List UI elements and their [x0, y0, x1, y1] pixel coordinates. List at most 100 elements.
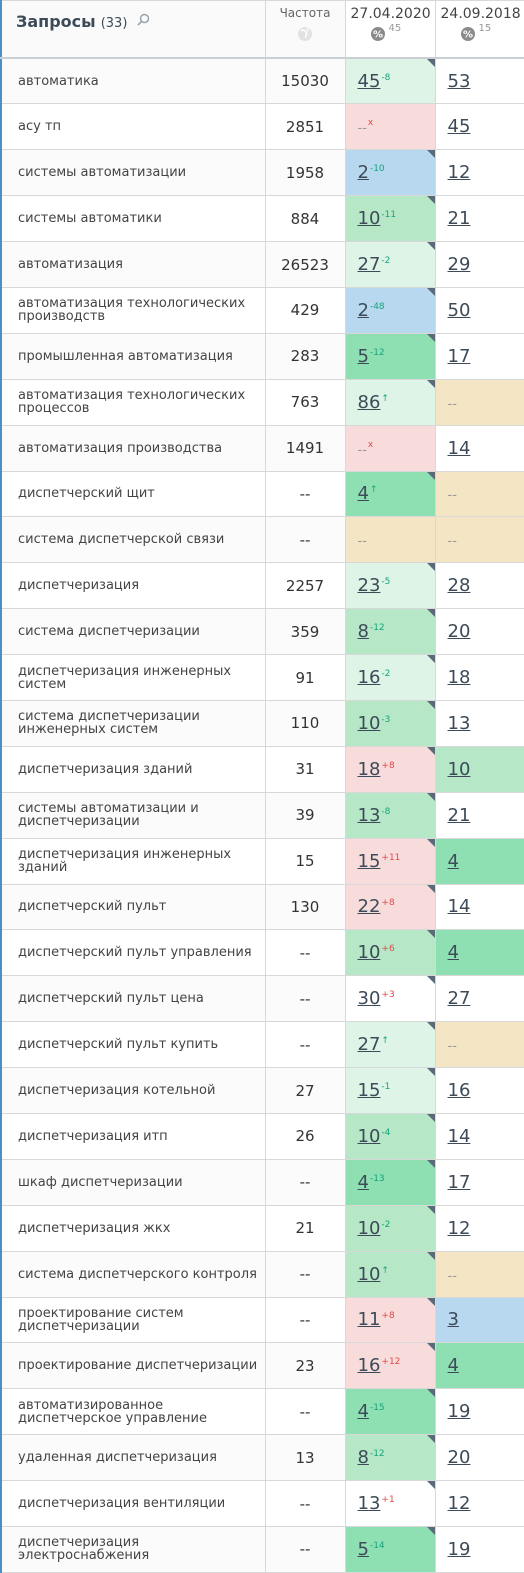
query-cell: диспетчеризация зданий [0, 745, 266, 793]
position-link[interactable]: 14 [447, 896, 471, 918]
position-link[interactable]: 13 [357, 1493, 381, 1515]
position-link[interactable]: 10 [357, 712, 381, 734]
position-link[interactable]: 3 [447, 1309, 459, 1331]
position-link[interactable]: 18 [447, 667, 471, 689]
position-link[interactable]: 4 [357, 1171, 369, 1193]
position-cell-date1: 22+8 [344, 883, 436, 931]
corner-marker-icon [426, 930, 435, 939]
position-cell-date1: --x [344, 103, 436, 151]
position-link[interactable]: 28 [447, 575, 471, 597]
position-cell-date2: 21 [434, 791, 524, 839]
query-column-header[interactable]: Запросы (33) [0, 0, 266, 59]
position-link[interactable]: 18 [357, 758, 381, 780]
frequency-cell: -- [264, 516, 346, 564]
corner-marker-icon [426, 1113, 435, 1122]
query-cell: диспетчерский пульт цена [0, 975, 266, 1023]
position-link[interactable]: 2 [357, 299, 369, 321]
position-link[interactable]: 4 [447, 1355, 459, 1377]
date-column-header-1[interactable]: 27.04.2020 % 45 [344, 0, 436, 59]
position-link[interactable]: 4 [447, 850, 459, 872]
position-link[interactable]: 2 [357, 162, 369, 184]
position-link[interactable]: 27 [447, 988, 471, 1010]
position-link[interactable]: 10 [357, 1125, 381, 1147]
table-row: диспетчеризация инженерных зданий 15 15+11… [0, 837, 524, 885]
position-link[interactable]: 86 [357, 391, 381, 413]
position-link[interactable]: 5 [357, 345, 369, 367]
table-row: промышленная автоматизация 283 5-12 17 [0, 332, 524, 380]
position-link[interactable]: 12 [447, 1217, 471, 1239]
table-row: диспетчеризация котельной 27 15-1 16 [0, 1067, 524, 1114]
position-cell-date1: 2-10 [344, 149, 436, 197]
position-link[interactable]: 4 [357, 483, 369, 505]
position-cell-date2: 21 [434, 195, 524, 243]
position-cell-date2: 14 [434, 883, 524, 931]
date-column-header-2[interactable]: 24.09.2018 % 15 [434, 0, 524, 59]
position-link[interactable]: 21 [447, 208, 471, 230]
position-delta: x [367, 439, 374, 450]
position-link[interactable]: 30 [357, 988, 381, 1010]
position-cell-date1: 13-8 [344, 791, 436, 839]
position-cell-date1: 5-14 [344, 1526, 436, 1573]
position-link[interactable]: 53 [447, 70, 471, 92]
position-link[interactable]: 19 [447, 1401, 471, 1423]
table-row: система диспетчерского контроля -- 10↑ -- [0, 1250, 524, 1298]
frequency-cell: -- [264, 929, 346, 977]
position-link[interactable]: 45 [447, 116, 471, 138]
corner-marker-icon [426, 1481, 435, 1490]
percent-icon: % [370, 27, 385, 45]
search-icon[interactable] [136, 11, 150, 30]
query-cell: автоматизация технологических производст… [0, 286, 266, 334]
position-link[interactable]: 17 [447, 345, 471, 367]
position-link[interactable]: 11 [357, 1309, 381, 1331]
position-link[interactable]: 10 [357, 1217, 381, 1239]
frequency-cell: 21 [264, 1204, 346, 1252]
position-link[interactable]: 20 [447, 621, 471, 643]
position-link[interactable]: 50 [447, 299, 471, 321]
position-link[interactable]: 45 [357, 70, 381, 92]
query-cell: диспетчерский пульт [0, 883, 266, 931]
globe-icon [266, 26, 345, 45]
position-link[interactable]: 13 [447, 712, 471, 734]
position-link[interactable]: 29 [447, 254, 471, 275]
position-link[interactable]: 4 [357, 1401, 369, 1423]
frequency-column-header[interactable]: Частота [264, 0, 346, 59]
query-cell: диспетчеризация инженерных систем [0, 654, 266, 701]
position-link[interactable]: 14 [447, 1125, 471, 1147]
position-delta: x [367, 118, 374, 129]
position-cell-date2: 16 [434, 1067, 524, 1114]
table-row: автоматизированное диспетчерское управле… [0, 1388, 524, 1436]
position-link[interactable]: 23 [357, 575, 381, 597]
position-link[interactable]: 12 [447, 162, 471, 184]
position-link[interactable]: 13 [357, 804, 381, 826]
position-cell-date1: 45-8 [344, 57, 436, 105]
position-cell-date2: 10 [434, 745, 524, 793]
position-link[interactable]: 8 [357, 621, 369, 643]
position-link[interactable]: 12 [447, 1493, 471, 1515]
position-link[interactable]: 16 [357, 667, 381, 689]
position-link[interactable]: 14 [447, 437, 471, 459]
position-link[interactable]: 8 [357, 1447, 369, 1469]
position-link[interactable]: 5 [357, 1538, 369, 1560]
table-row: автоматизация технологических производст… [0, 286, 524, 334]
position-delta: -48 [369, 301, 385, 312]
position-cell-date2: 13 [434, 699, 524, 747]
position-link[interactable]: 4 [447, 942, 459, 964]
position-link[interactable]: 15 [357, 1080, 381, 1102]
position-cell-date2: 20 [434, 1434, 524, 1482]
position-link[interactable]: 27 [357, 1034, 381, 1056]
position-link[interactable]: 16 [447, 1080, 471, 1102]
position-link[interactable]: 19 [447, 1538, 471, 1560]
query-cell: система диспетчерского контроля [0, 1250, 266, 1298]
position-link[interactable]: 20 [447, 1447, 471, 1469]
position-link[interactable]: 17 [447, 1171, 471, 1193]
position-link[interactable]: 16 [357, 1355, 381, 1377]
position-link[interactable]: 21 [447, 804, 471, 826]
position-link[interactable]: 15 [357, 850, 381, 872]
position-link[interactable]: 27 [357, 254, 381, 275]
position-link[interactable]: 10 [447, 758, 471, 780]
position-link[interactable]: 10 [357, 208, 381, 230]
position-link[interactable]: 10 [357, 942, 381, 964]
position-link[interactable]: 22 [357, 896, 381, 918]
position-link[interactable]: 10 [357, 1263, 381, 1285]
